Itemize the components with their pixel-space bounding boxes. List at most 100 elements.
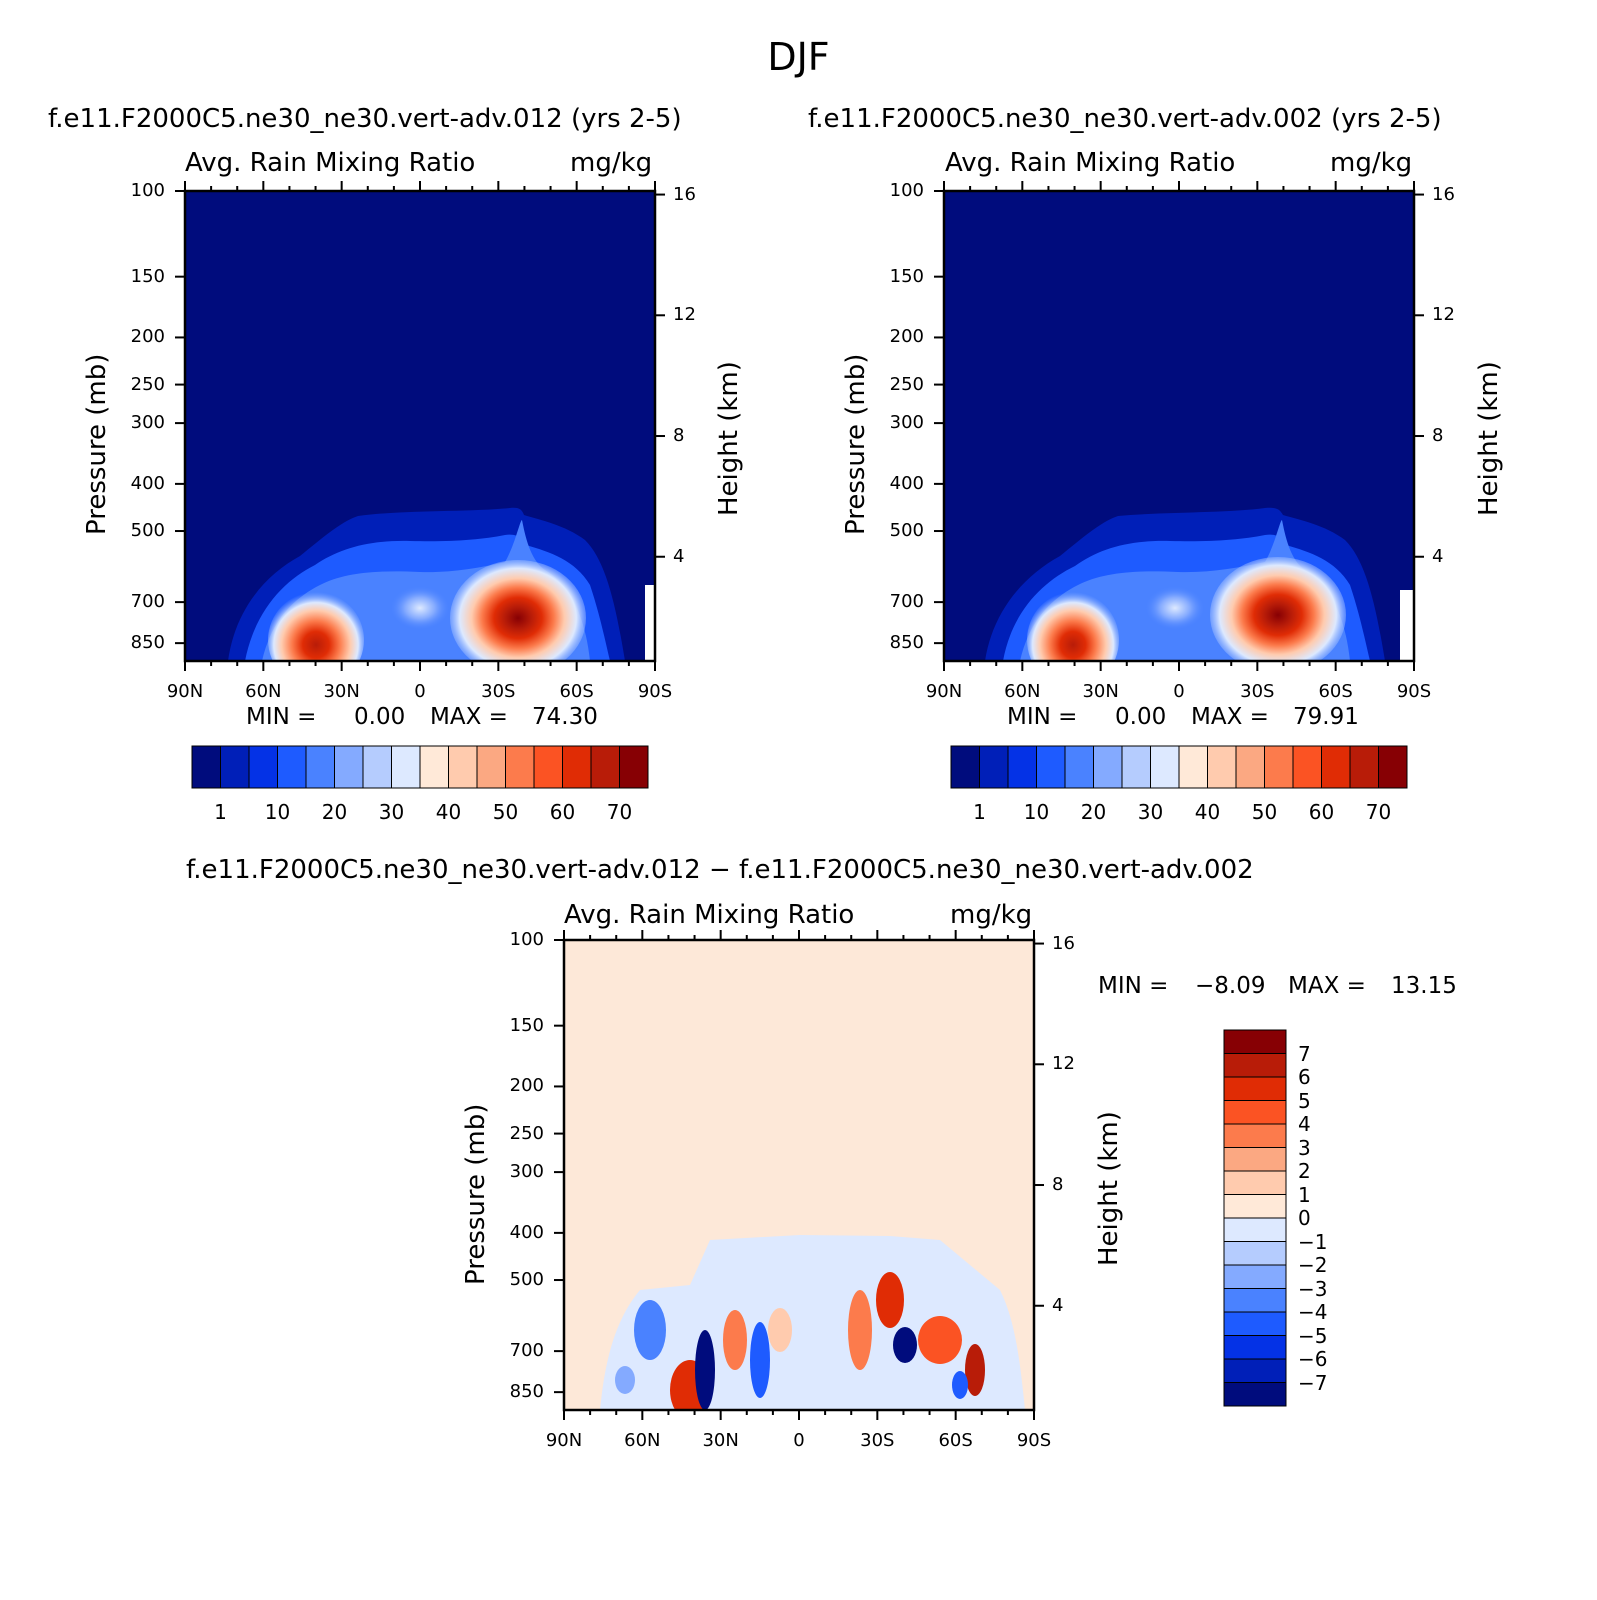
diff-x-tick-label: 60S — [938, 1430, 973, 1451]
left-colorbar-swatch — [248, 745, 278, 789]
right-y-tick-label: 250 — [889, 373, 924, 395]
right-colorbar-swatch — [1064, 745, 1094, 789]
right-colorbar-swatch — [1292, 745, 1322, 789]
diff-x-tick-label: 30S — [860, 1430, 895, 1451]
right-colorbar — [950, 745, 1408, 789]
right-colorbar-swatch — [1349, 745, 1379, 789]
diff-x-tick-label: 90S — [1016, 1430, 1052, 1451]
diff-colorbar-label: 6 — [1298, 1065, 1311, 1089]
left-min-label: MIN = — [246, 704, 317, 730]
right-x-tick-label: 0 — [1173, 681, 1185, 702]
diff-y-tick-label: 700 — [509, 1340, 544, 1362]
left-colorbar-swatch — [391, 745, 421, 789]
diff-colorbar-swatch — [1223, 1264, 1287, 1289]
left-colorbar-swatch — [305, 745, 335, 789]
right-variable-label: Avg. Rain Mixing Ratio — [945, 148, 1236, 178]
diff-y-tick-label: 100 — [509, 929, 544, 950]
diff-colorbar — [1223, 1029, 1287, 1407]
left-x-tick-label: 90N — [166, 681, 204, 702]
left-colorbar-label: 10 — [264, 800, 291, 824]
diff-colorbar-label: 3 — [1298, 1135, 1311, 1160]
right-colorbar-swatch — [1321, 745, 1351, 789]
diff-x-tick-label: 60N — [624, 1430, 661, 1451]
diff-colorbar-swatch — [1223, 1335, 1287, 1360]
left-case-title: f.e11.F2000C5.ne30_ne30.vert-adv.012 (yr… — [48, 104, 682, 134]
left-y2-tick-label: 8 — [673, 425, 685, 447]
diff-x-tick-label: 90N — [545, 1430, 583, 1451]
left-x-tick-label: 0 — [414, 681, 426, 702]
right-colorbar-swatch — [1378, 745, 1408, 789]
diff-colorbar-label: 2 — [1298, 1159, 1311, 1183]
left-colorbar-label: 20 — [321, 800, 348, 824]
diff-colorbar-label: −7 — [1298, 1370, 1328, 1395]
left-colorbar-label: 40 — [435, 800, 462, 824]
left-colorbar-swatch — [277, 745, 307, 789]
right-case-title: f.e11.F2000C5.ne30_ne30.vert-adv.002 (yr… — [808, 104, 1442, 134]
diff-colorbar-swatch — [1223, 1288, 1287, 1313]
right-min-label: MIN = — [1007, 704, 1078, 730]
right-y2label: Height (km) — [1474, 361, 1504, 516]
diff-max-value: 13.15 — [1391, 973, 1457, 999]
left-y2-tick-label: 4 — [673, 545, 685, 567]
right-y2-tick-label: 16 — [1432, 183, 1455, 205]
left-y-tick-label: 500 — [130, 520, 165, 542]
diff-colorbar-label: 1 — [1298, 1182, 1311, 1207]
left-y-tick-label: 150 — [130, 265, 165, 287]
diff-colorbar-swatch — [1223, 1029, 1287, 1054]
left-y-tick-label: 300 — [130, 412, 165, 434]
right-x-tick-label: 90N — [925, 681, 963, 702]
left-x-tick-label: 60N — [245, 681, 282, 702]
right-y2-tick-label: 4 — [1432, 545, 1444, 567]
page-title: DJF — [767, 35, 830, 79]
right-y2-tick-label: 12 — [1432, 304, 1455, 326]
diff-colorbar-label: −4 — [1298, 1300, 1328, 1324]
diff-case-title: f.e11.F2000C5.ne30_ne30.vert-adv.012 − f… — [186, 855, 1254, 885]
right-colorbar-label: 60 — [1308, 800, 1335, 824]
right-colorbar-swatch — [1093, 745, 1123, 789]
diff-colorbar-swatch — [1223, 1123, 1287, 1148]
right-y-tick-label: 100 — [889, 180, 924, 201]
diff-x-tick-label: 30N — [702, 1430, 739, 1451]
left-y-tick-label: 700 — [130, 591, 165, 613]
diff-colorbar-label: 7 — [1298, 1041, 1311, 1066]
right-x-tick-label: 60S — [1318, 681, 1353, 702]
right-colorbar-swatch — [1178, 745, 1208, 789]
right-axis-ticks — [934, 181, 1424, 671]
left-max-label: MAX = — [430, 704, 508, 730]
left-x-tick-label: 30N — [323, 681, 360, 702]
left-colorbar-swatch — [619, 745, 649, 789]
left-colorbar-swatch — [562, 745, 592, 789]
diff-colorbar-swatch — [1223, 1053, 1287, 1078]
diff-colorbar-label: −6 — [1298, 1347, 1328, 1371]
diff-colorbar-label: −3 — [1298, 1276, 1328, 1301]
right-max-value: 79.91 — [1293, 704, 1359, 730]
left-rain-field — [228, 507, 655, 661]
left-colorbar-swatch — [362, 745, 392, 789]
right-colorbar-label: 1 — [973, 800, 986, 824]
left-y-tick-label: 200 — [130, 326, 165, 348]
diff-y-tick-label: 200 — [509, 1075, 544, 1097]
diff-colorbar-swatch — [1223, 1100, 1287, 1125]
left-x-tick-label: 90S — [637, 681, 673, 702]
diff-colorbar-swatch — [1223, 1076, 1287, 1101]
right-panel — [934, 181, 1424, 671]
right-colorbar-swatch — [1007, 745, 1037, 789]
diff-colorbar-swatch — [1223, 1382, 1287, 1407]
right-rain-field — [985, 507, 1414, 661]
right-colorbar-label: 50 — [1251, 800, 1278, 824]
left-colorbar-label: 60 — [549, 800, 576, 824]
diff-units-label: mg/kg — [950, 900, 1033, 930]
right-y-tick-label: 700 — [889, 591, 924, 613]
left-colorbar-swatch — [505, 745, 535, 789]
right-units-label: mg/kg — [1330, 148, 1413, 178]
right-x-tick-label: 60N — [1004, 681, 1041, 702]
right-colorbar-swatch — [1264, 745, 1294, 789]
right-y-tick-label: 850 — [889, 632, 924, 654]
left-y2label: Height (km) — [714, 361, 744, 516]
diff-colorbar-label: 4 — [1298, 1112, 1311, 1136]
left-min-value: 0.00 — [354, 704, 406, 730]
left-x-tick-label: 60S — [559, 681, 594, 702]
right-max-label: MAX = — [1191, 704, 1269, 730]
left-colorbar-swatch — [590, 745, 620, 789]
